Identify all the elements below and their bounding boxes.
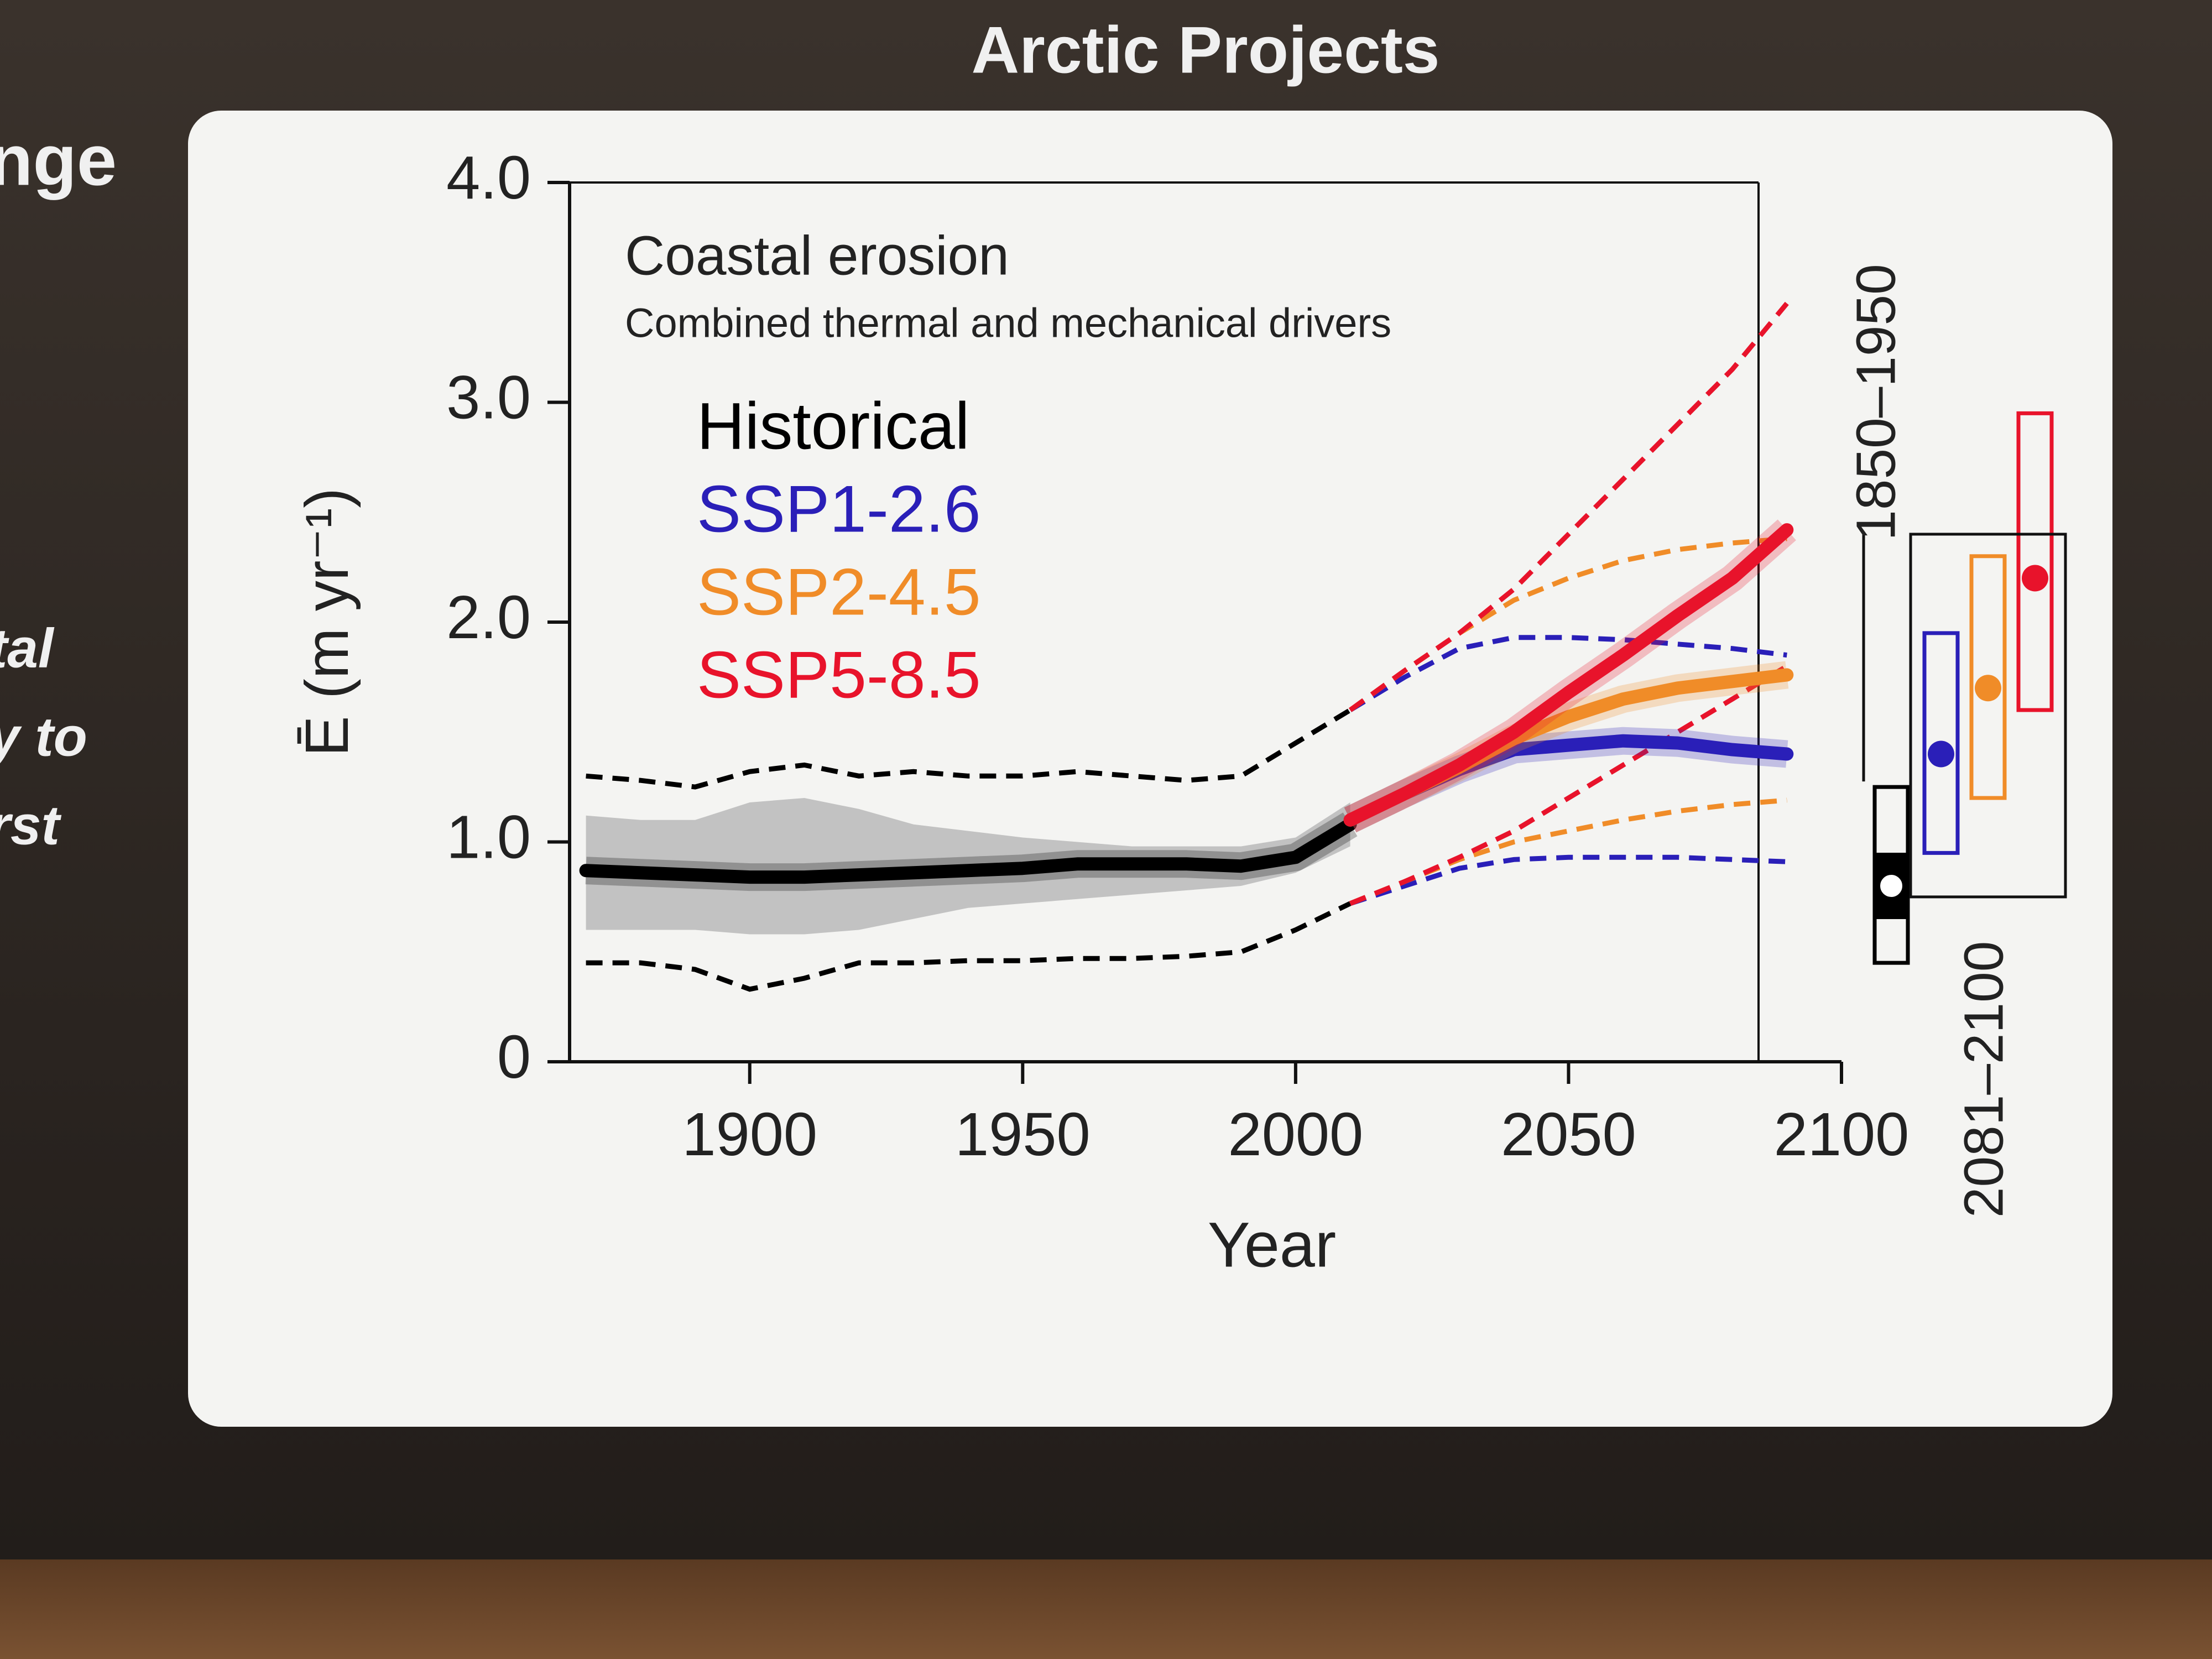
x-tick-label: 2050 (1501, 1100, 1636, 1168)
y-tick-label: 0 (497, 1023, 531, 1091)
range-line (1349, 797, 1787, 906)
y-axis-label: Ē (m yr⁻¹) (293, 488, 361, 757)
range-line (586, 708, 1352, 790)
x-tick-label: 1950 (955, 1100, 1091, 1168)
floor (0, 1559, 2212, 1659)
mean-marker (1928, 740, 1954, 768)
side-text: nge (0, 119, 117, 200)
period-label: 1850–1950 (1845, 264, 1907, 541)
range-line (1348, 301, 1789, 712)
range-box (2016, 411, 2054, 712)
mean-line (579, 817, 1357, 884)
x-tick-label: 2000 (1228, 1100, 1364, 1168)
period-label: 2081–2100 (1953, 941, 2015, 1218)
slide-title: Arctic Projects (971, 13, 1439, 87)
x-tick-label: 1900 (682, 1100, 817, 1168)
range-line (586, 901, 1352, 992)
range-box (1922, 631, 1960, 855)
chart-panel (188, 111, 2112, 1427)
legend-entry: SSP5-8.5 (697, 638, 981, 712)
y-tick-label: 3.0 (446, 364, 531, 432)
range-line (1349, 664, 1788, 906)
x-axis-label: Year (1208, 1209, 1336, 1280)
range-box (1969, 554, 2007, 800)
mean-marker (1975, 675, 2001, 702)
x-tick-label: 2100 (1774, 1100, 1910, 1168)
mean-line (1343, 523, 1794, 827)
chart-subtitle: Combined thermal and mechanical drivers (625, 300, 1391, 346)
y-tick-label: 2.0 (446, 583, 531, 651)
y-tick-label: 1.0 (446, 804, 531, 872)
side-text: y to (0, 706, 87, 768)
chart-title: Coastal erosion (625, 225, 1009, 286)
side-text: tal (0, 617, 55, 679)
group-bracket (1909, 533, 2067, 899)
legend-entry: SSP1-2.6 (697, 472, 981, 546)
mean-marker (1876, 870, 1907, 901)
legend-entry: Historical (697, 389, 969, 463)
legend-entry: SSP2-4.5 (697, 555, 981, 629)
range-line (1349, 635, 1787, 712)
y-tick-label: 4.0 (446, 144, 531, 212)
mean-marker (2022, 565, 2048, 592)
side-text: rst (0, 794, 62, 856)
range-line (1349, 854, 1787, 906)
